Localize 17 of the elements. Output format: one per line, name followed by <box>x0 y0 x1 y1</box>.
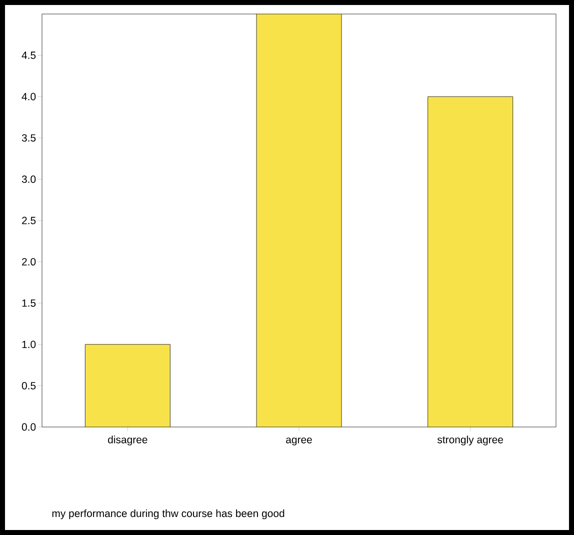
y-tick-label: 1.0 <box>22 340 36 348</box>
y-tick-label: 3.5 <box>22 134 36 142</box>
y-tick-label: 1.5 <box>22 299 36 307</box>
y-tick-label: 0.5 <box>22 382 36 390</box>
bar <box>84 344 170 427</box>
x-tick-label: strongly agree <box>437 436 503 446</box>
y-tick-label: 4.0 <box>22 92 36 100</box>
text: my performance during thw course has been good <box>52 509 284 520</box>
y-tick-label: 0.0 <box>22 423 36 431</box>
y-tick-label: 3.0 <box>22 176 36 183</box>
x-tick-label: disagree <box>108 436 148 446</box>
y-tick-label: 4.5 <box>22 52 36 59</box>
bar <box>428 96 514 427</box>
bar <box>256 14 342 427</box>
y-tick-label: 2.0 <box>22 258 36 266</box>
y-tick-label: 2.5 <box>22 216 36 224</box>
x-tick-label: agree <box>286 438 312 446</box>
